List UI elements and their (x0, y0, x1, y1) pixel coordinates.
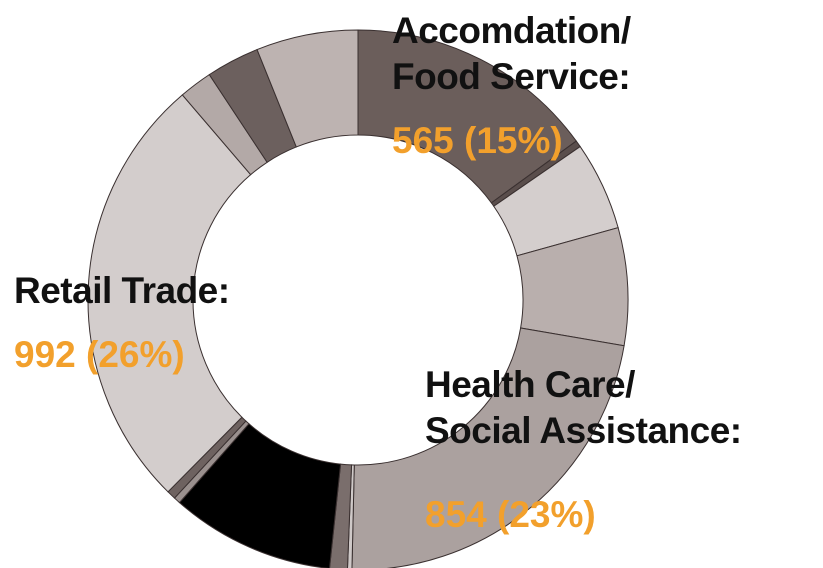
donut-slice (351, 327, 625, 568)
donut-slice (256, 29, 359, 148)
value-label: 854 (23%) (425, 494, 596, 535)
slice-label: Health Care/ Social Assistance: (425, 364, 742, 451)
value-label: 992 (26%) (14, 334, 185, 375)
value-label: 565 (15%) (392, 120, 563, 161)
donut-slice (87, 94, 252, 493)
slice-label: Accomdation/ Food Service: (392, 10, 631, 97)
slice-label: Retail Trade: (14, 270, 230, 311)
